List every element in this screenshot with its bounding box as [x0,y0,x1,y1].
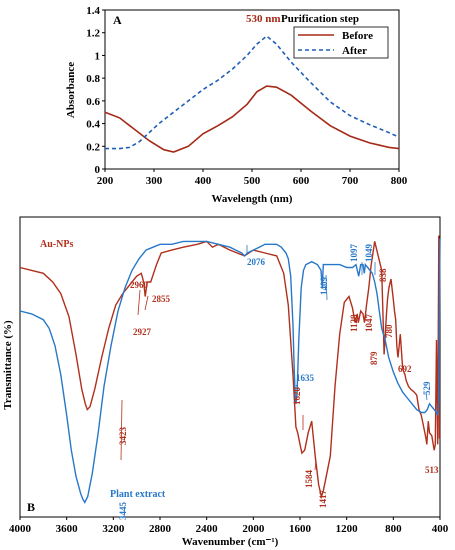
panel-b-label: B [27,500,35,514]
panel-a-x-tick-label: 300 [146,175,163,187]
peak-label: 3445 [118,502,128,521]
panel-a-y-tick-label: 0.4 [86,119,100,131]
panel-a-y-tick-label: 0.8 [86,73,100,85]
ftir-line-au-nps [19,235,441,500]
panel-a-y-tick-label: 0 [95,164,101,176]
panel-b-x-tick-label: 3200 [102,523,125,535]
panel-b-x-tick-label: 4000 [9,523,32,535]
panel-a-x-tick-label: 400 [195,175,212,187]
panel-a-y-tick-label: 1 [95,50,101,62]
panel-b-y-axis-label: Transmittance (%) [2,320,14,410]
panel-a-x-tick-label: 700 [342,175,359,187]
peak-label: 1409 [319,277,329,296]
panel-a-y-tick-label: 0.2 [86,141,100,153]
peak-label: 513 [425,465,439,475]
peak-label: 2855 [152,294,171,304]
peak-leader-line [137,289,141,316]
panel-b-x-tick-label: 2800 [149,523,172,535]
panel-b-peak-leaders [120,245,428,471]
panel-b-x-ticks: 4000 3600 3200 2800 2400 2000 1600 1200 800 400 [9,517,449,535]
peak-label: 879 [369,351,379,365]
peak-label: 692 [398,364,412,374]
peak-label: 1620 [292,387,302,406]
peak-label: 1128 [349,314,359,332]
peak-label: 1584 [304,470,314,489]
panel-b-plot-frame [19,216,441,518]
peak-leader-line [425,391,428,401]
panel-a-x-ticks: 200 300 400 500 600 700 800 [97,169,408,187]
ftir-line-plant-extract [19,238,441,504]
panel-b-x-tick-label: 2000 [242,523,265,535]
legend-title: Purification step [281,13,359,25]
panel-a-y-tick-label: 0.6 [86,96,100,108]
series-label: Plant extract [110,489,166,500]
panel-b-x-tick-label: 1600 [289,523,312,535]
legend-box [293,26,389,59]
series-label: Au-NPs [40,239,73,250]
panel-b-x-tick-label: 800 [385,523,402,535]
peak-label: 3423 [118,427,128,446]
panel-a-x-tick-label: 500 [244,175,261,187]
peak-leader-line [325,274,328,301]
panel-b-x-tick-label: 1200 [336,523,359,535]
peak-label: 2076 [247,257,266,267]
peak-label: 1417 [318,490,328,509]
panel-b-x-tick-label: 400 [432,523,449,535]
legend-label-after: After [342,45,367,57]
panel-a-y-ticks: 0 0.2 0.4 0.6 0.8 1 1.2 1.4 [86,5,105,176]
panel-b-series [19,235,441,504]
absorbance-line-after [105,35,400,150]
peak-leader-line [144,295,149,311]
peak-label: 838 [378,268,388,282]
peak-label: 1097 [349,244,359,263]
panel-a-y-tick-label: 1.2 [86,28,100,40]
panel-b-x-tick-label: 2400 [196,523,219,535]
peak-label: 1049 [364,244,374,263]
panel-b-x-axis-label: Wavenumber (cm⁻¹) [182,536,279,548]
panel-a-x-axis-label: Wavelength (nm) [212,193,293,205]
peak-leader-line [295,384,301,391]
legend-label-before: Before [342,30,373,42]
peak-label: 1635 [296,373,315,383]
panel-a: A Wavelength (nm) Absorbance 530 nm 200 3… [65,5,408,205]
absorbance-line-before [104,85,400,153]
peak-annotation-530nm: 530 nm [246,13,281,25]
peak-label: 780 [384,324,394,338]
peak-label: 529 [422,381,432,395]
panel-a-x-tick-label: 600 [293,175,310,187]
peak-leader-line [314,459,317,471]
panel-a-y-axis-label: Absorbance [65,62,77,118]
panel-a-y-tick-label: 1.4 [86,5,100,17]
panel-a-legend: Purification step Before After [281,13,389,59]
peak-leader-line [120,399,123,461]
panel-b: B Wavenumber (cm⁻¹) Transmittance (%) 40… [2,216,449,548]
panel-a-x-tick-label: 800 [391,175,408,187]
panel-a-x-tick-label: 200 [97,175,114,187]
panel-a-series [104,35,400,153]
panel-b-x-tick-label: 3600 [56,523,79,535]
peak-label: 2960 [130,280,149,290]
peak-label: 2927 [133,327,152,337]
panel-a-label: A [113,13,122,27]
peak-label: 1047 [364,314,374,333]
